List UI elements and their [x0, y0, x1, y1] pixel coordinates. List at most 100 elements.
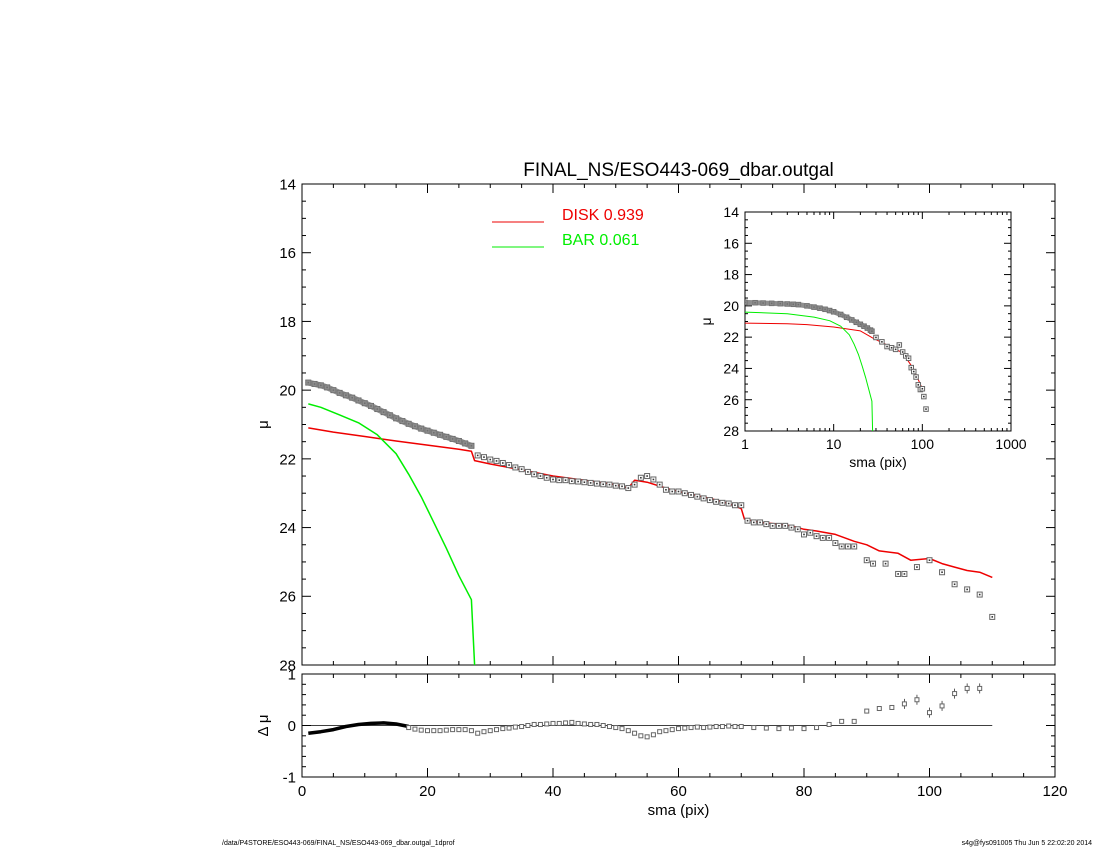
main-data-point-core: [796, 528, 799, 531]
residual-data-point: [406, 725, 412, 731]
inset-y-tick-label: 24: [723, 360, 739, 376]
main-plot-area: [305, 379, 996, 665]
residual-data-point: [864, 708, 870, 714]
main-data-point-core: [677, 490, 680, 493]
footer-file-path: /data/P4STORE/ESO443-069/FINAL_NS/ESO443…: [222, 840, 455, 847]
main-data-point-core: [903, 573, 906, 575]
main-data-point-core: [715, 501, 717, 503]
inset-data-point-core: [921, 387, 924, 390]
main-data-point-core: [502, 462, 504, 464]
main-data-point-core: [571, 480, 573, 482]
main-data-point-core: [527, 471, 529, 473]
residual-data-point: [751, 725, 757, 731]
main-data-point-core: [577, 480, 579, 483]
residual-data-point: [763, 725, 769, 731]
main-data-point-core: [765, 523, 768, 525]
main-data-point-core: [953, 583, 956, 586]
residual-y-tick-label: 0: [288, 718, 296, 735]
main-data-point-core: [640, 476, 642, 479]
residual-data-point: [588, 721, 594, 727]
legend-label-1: BAR 0.061: [562, 232, 639, 249]
main-data-point-core: [727, 502, 730, 505]
residual-plot-area: [308, 683, 983, 740]
residual-data-point: [939, 703, 945, 709]
residual-data-point: [537, 721, 543, 727]
main-data-point-core: [671, 490, 674, 493]
main-data-point-core: [539, 475, 542, 477]
residual-data-point: [682, 725, 688, 731]
residual-data-point: [481, 729, 487, 735]
inset-disk-line: [745, 322, 923, 390]
main-data-point-core: [602, 483, 604, 486]
residual-data-point: [632, 730, 638, 736]
main-data-point-core: [941, 571, 943, 574]
inset-data-point-core: [875, 336, 877, 339]
residual-data-point: [544, 721, 550, 727]
residual-data-point: [713, 724, 719, 730]
main-data-point-core: [690, 494, 692, 496]
residual-x-tick-label: 60: [670, 783, 687, 800]
main-bar-line: [308, 403, 476, 665]
residual-data-point: [450, 727, 456, 733]
main-data-point-core: [627, 487, 630, 489]
residual-data-point: [437, 728, 443, 734]
main-y-tick-label: 28: [279, 657, 296, 674]
residual-data-point: [876, 706, 882, 712]
inset-y-tick-label: 26: [723, 392, 739, 408]
main-data-point-core: [916, 566, 918, 568]
residual-x-tick-label: 80: [796, 783, 813, 800]
residual-residual-inner-line: [308, 721, 410, 735]
residual-data-point: [889, 704, 895, 710]
residual-data-point: [644, 734, 650, 740]
residual-data-point: [418, 727, 424, 733]
main-data-point-core: [646, 475, 648, 477]
main-data-point-core: [683, 492, 686, 495]
residual-data-point: [569, 719, 575, 725]
inset-data-point-core: [912, 370, 915, 373]
residual-data-point: [443, 727, 449, 733]
inset-data-point-core: [901, 351, 904, 353]
residual-data-point: [531, 721, 537, 727]
residual-data-point: [600, 723, 606, 728]
residual-data-point: [556, 720, 562, 726]
inset-data-point-core: [915, 376, 917, 378]
residual-data-point: [575, 720, 581, 726]
residual-data-point: [487, 728, 493, 734]
residual-data-point: [914, 697, 920, 703]
main-data-point-core: [884, 562, 887, 565]
main-y-tick-label: 20: [279, 383, 296, 400]
residual-data-point: [506, 725, 512, 731]
residual-x-tick-label: 100: [917, 783, 942, 800]
residual-data-point: [669, 727, 675, 733]
main-data-point-core: [621, 485, 623, 488]
main-data-point-core: [489, 458, 492, 461]
main-data-point-core: [702, 497, 705, 500]
residual-x-tick-label: 40: [545, 783, 562, 800]
footer-timestamp: s4g@fys091005 Thu Jun 5 22:02:20 2014: [961, 840, 1092, 847]
inset-data-point-core: [890, 346, 893, 349]
main-data-point-core: [928, 559, 931, 562]
residual-data-point: [927, 710, 932, 716]
main-data-point-core: [872, 562, 874, 565]
residual-data-point: [431, 728, 437, 734]
main-data-point-core: [966, 588, 968, 591]
residual-data-point: [494, 727, 500, 733]
inset-y-tick-label: 14: [723, 204, 739, 220]
inset-bar-line: [745, 311, 874, 431]
residual-data-point: [638, 733, 644, 739]
residual-data-point: [901, 701, 907, 707]
residual-data-point: [663, 728, 669, 734]
inset-data-point-core: [917, 384, 920, 386]
residual-data-point: [851, 718, 857, 724]
residual-y-tick-label: 1: [288, 666, 296, 683]
residual-data-point: [425, 728, 430, 734]
residual-data-point: [625, 728, 631, 734]
inset-data-point-core: [881, 341, 883, 343]
residual-y-axis-label: Δ μ: [255, 714, 272, 736]
main-data-point-core: [633, 483, 636, 486]
residual-data-point: [613, 725, 619, 731]
residual-data-point: [657, 729, 663, 735]
inset-y-axis-label: μ: [698, 317, 714, 325]
residual-data-point: [732, 724, 738, 730]
main-y-axis-label: μ: [255, 420, 272, 429]
